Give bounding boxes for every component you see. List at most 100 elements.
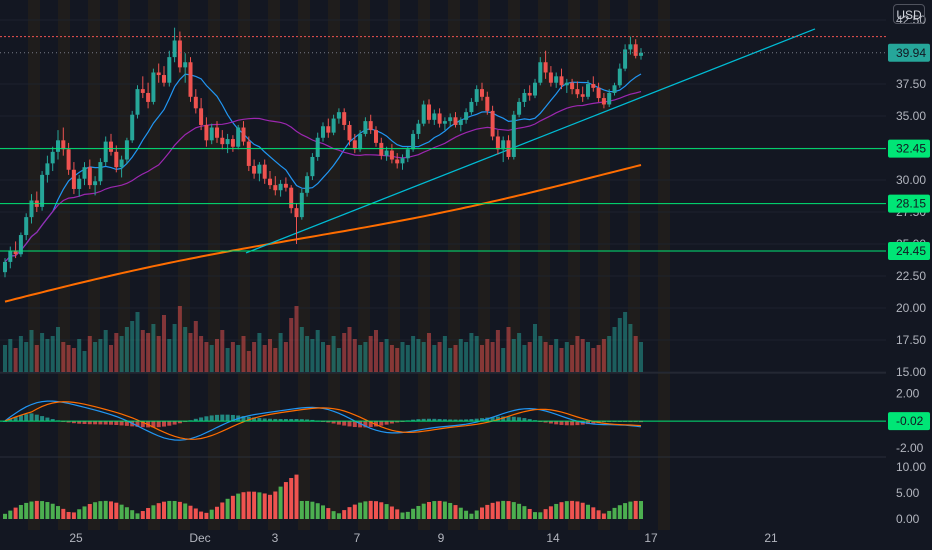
macd-histogram-bar bbox=[135, 420, 140, 427]
candle-body bbox=[384, 150, 389, 156]
oscillator-tick-label: 5.00 bbox=[896, 486, 920, 500]
session-band bbox=[598, 0, 610, 530]
oscillator-bar bbox=[61, 508, 66, 519]
oscillator-bar bbox=[453, 505, 458, 519]
candle-body bbox=[538, 62, 543, 83]
volume-bar bbox=[495, 330, 500, 372]
volume-bar bbox=[591, 348, 596, 372]
volume-bar bbox=[56, 327, 60, 372]
macd-histogram-bar bbox=[379, 420, 384, 426]
candle-body bbox=[71, 169, 76, 189]
volume-bar bbox=[442, 336, 447, 372]
candle-body bbox=[580, 94, 585, 97]
candle-body bbox=[527, 92, 532, 96]
macd-histogram-bar bbox=[490, 417, 495, 421]
oscillator-bar bbox=[8, 510, 13, 519]
macd-histogram-bar bbox=[586, 420, 590, 425]
level-tag-bg bbox=[888, 194, 930, 213]
candle-body bbox=[66, 149, 71, 170]
volume-bar bbox=[363, 342, 368, 372]
candlesticks bbox=[3, 27, 643, 278]
oscillator-bar bbox=[13, 507, 18, 519]
volume-bar bbox=[474, 336, 479, 372]
macd-histogram-bar bbox=[24, 414, 29, 421]
currency-button[interactable]: USD bbox=[893, 4, 925, 24]
price-tags: 39.94 32.45 28.15 24.45 -0.02 bbox=[888, 43, 930, 431]
volume-bar bbox=[13, 348, 18, 372]
oscillator-bar bbox=[109, 501, 113, 519]
oscillator-bar bbox=[215, 506, 219, 519]
macd-histogram-bar bbox=[140, 420, 145, 428]
candle-body bbox=[130, 114, 135, 141]
macd-histogram-bar bbox=[501, 416, 506, 421]
level-tag: 32.45 bbox=[896, 142, 926, 156]
macd-histogram-bar bbox=[204, 416, 209, 421]
oscillator-bar bbox=[66, 511, 71, 519]
candle-body bbox=[252, 165, 257, 174]
volume-bar bbox=[639, 342, 643, 372]
macd-histogram-bar bbox=[389, 420, 394, 424]
volume-bar bbox=[607, 336, 612, 372]
last-price-tag: 39.94 bbox=[896, 46, 926, 60]
macd-histogram-bar bbox=[411, 419, 416, 421]
oscillator-bar bbox=[548, 506, 553, 519]
oscillator-bar bbox=[363, 501, 368, 519]
candle-body bbox=[24, 217, 29, 236]
oscillator-bar bbox=[162, 501, 166, 519]
oscillator-bar bbox=[114, 502, 119, 519]
volume-bar bbox=[506, 327, 511, 372]
oscillator-bar bbox=[294, 474, 299, 519]
volume-bar bbox=[374, 330, 378, 372]
macd-histogram-bar bbox=[427, 418, 431, 421]
time-axis[interactable]: 25 Dec 3 7 9 14 17 21 bbox=[69, 531, 778, 545]
oscillator-bar bbox=[289, 478, 294, 519]
candle-body bbox=[379, 142, 384, 156]
candle-body bbox=[40, 174, 45, 207]
oscillator-bar bbox=[522, 506, 527, 519]
volume-bar bbox=[511, 339, 516, 372]
oscillator-bar bbox=[273, 491, 278, 519]
session-band bbox=[178, 0, 190, 530]
volume-bar bbox=[289, 318, 294, 372]
session-band bbox=[238, 0, 250, 530]
macd-histogram-bar bbox=[8, 418, 13, 421]
macd-histogram-bar bbox=[432, 418, 437, 421]
price-axis[interactable]: 42.5037.5035.0032.5030.0027.5025.0022.50… bbox=[896, 13, 926, 526]
volume-bar bbox=[40, 333, 45, 372]
session-band bbox=[58, 0, 70, 530]
oscillator-bar bbox=[56, 506, 60, 519]
macd-histogram-bar bbox=[151, 420, 156, 428]
signal-line bbox=[4, 401, 642, 440]
volume-bar bbox=[257, 333, 262, 372]
volume-bar bbox=[294, 306, 299, 372]
macd-histogram-bar bbox=[458, 419, 463, 421]
candle-body bbox=[607, 92, 612, 105]
oscillator-bar bbox=[586, 504, 590, 519]
candle-body bbox=[109, 141, 113, 152]
oscillator-bar bbox=[411, 508, 416, 519]
volume-bar bbox=[188, 333, 193, 372]
oscillator-bar bbox=[24, 502, 29, 519]
macd-tick-label: 2.00 bbox=[896, 387, 920, 401]
volume-bar bbox=[162, 315, 166, 372]
candle-body bbox=[564, 82, 569, 86]
level-tag: 28.15 bbox=[896, 197, 926, 211]
level-tag-bg bbox=[888, 139, 930, 158]
volume-bar bbox=[326, 345, 331, 372]
macd-histogram-bar bbox=[246, 416, 251, 421]
oscillator-bar bbox=[183, 503, 188, 519]
macd-histogram-bar bbox=[124, 420, 129, 426]
candle-body bbox=[61, 140, 66, 150]
volume-bar bbox=[485, 339, 490, 372]
time-tick-label: 3 bbox=[272, 531, 279, 545]
volume-bar bbox=[140, 330, 145, 372]
oscillator-bar bbox=[315, 503, 320, 519]
volume-bar bbox=[580, 339, 585, 372]
volume-bar bbox=[501, 348, 506, 372]
oscillator-bar bbox=[119, 504, 124, 519]
oscillator-bar bbox=[326, 508, 331, 519]
volume-bar bbox=[411, 336, 416, 372]
candle-body bbox=[257, 164, 262, 174]
macd-histogram-bar bbox=[82, 420, 87, 425]
